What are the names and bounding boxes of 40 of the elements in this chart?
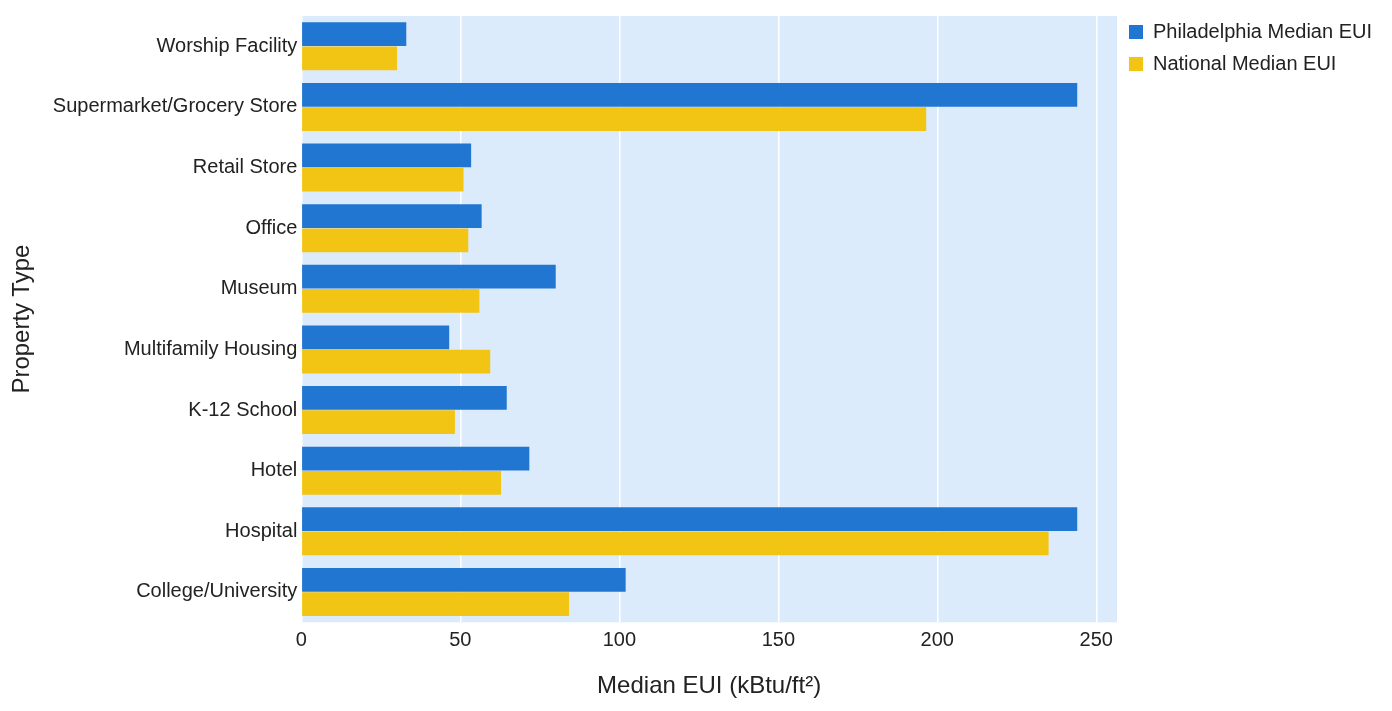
- bar: [302, 410, 455, 435]
- bar: [302, 167, 464, 192]
- y-tick-label: College/University: [136, 579, 298, 602]
- bar: [302, 386, 507, 410]
- bar: [302, 22, 407, 47]
- bar: [302, 507, 1078, 532]
- legend-label: National Median EUI: [1152, 51, 1337, 74]
- bar: [302, 592, 570, 616]
- bar: [302, 228, 469, 253]
- bar: [302, 82, 1078, 107]
- y-tick-label: Museum: [220, 276, 298, 299]
- x-tick-label: 50: [449, 627, 472, 650]
- bar: [302, 567, 626, 592]
- y-tick-label: Multifamily Housing: [123, 336, 298, 359]
- bar: [302, 349, 491, 374]
- x-tick-label: 200: [920, 627, 954, 650]
- y-tick-label: Retail Store: [192, 155, 298, 178]
- x-tick-label: 100: [602, 627, 637, 650]
- x-axis-title: Median EUI (kBtu/ft²): [597, 671, 822, 699]
- bar: [302, 446, 530, 471]
- y-tick-label: Office: [245, 215, 298, 238]
- x-tick-label: 250: [1079, 627, 1113, 650]
- x-tick-label: 0: [295, 627, 307, 650]
- bar: [302, 289, 480, 313]
- y-tick-label: Supermarket/Grocery Store: [52, 94, 298, 117]
- y-tick-label: Worship Facility: [156, 33, 298, 56]
- y-tick-label: Hospital: [225, 518, 298, 541]
- bar: [302, 143, 472, 168]
- x-tick-label: 150: [761, 627, 795, 650]
- bar: [302, 46, 398, 71]
- y-tick-label: Hotel: [250, 458, 298, 481]
- bar: [302, 264, 556, 289]
- bar: [302, 325, 450, 350]
- bar: [302, 107, 927, 131]
- bar: [302, 204, 482, 228]
- bar: [302, 531, 1049, 556]
- bar: [302, 470, 502, 495]
- y-axis-title: Property Type: [7, 244, 35, 394]
- y-tick-label: K-12 School: [188, 397, 298, 420]
- legend-label: Philadelphia Median EUI: [1152, 19, 1373, 42]
